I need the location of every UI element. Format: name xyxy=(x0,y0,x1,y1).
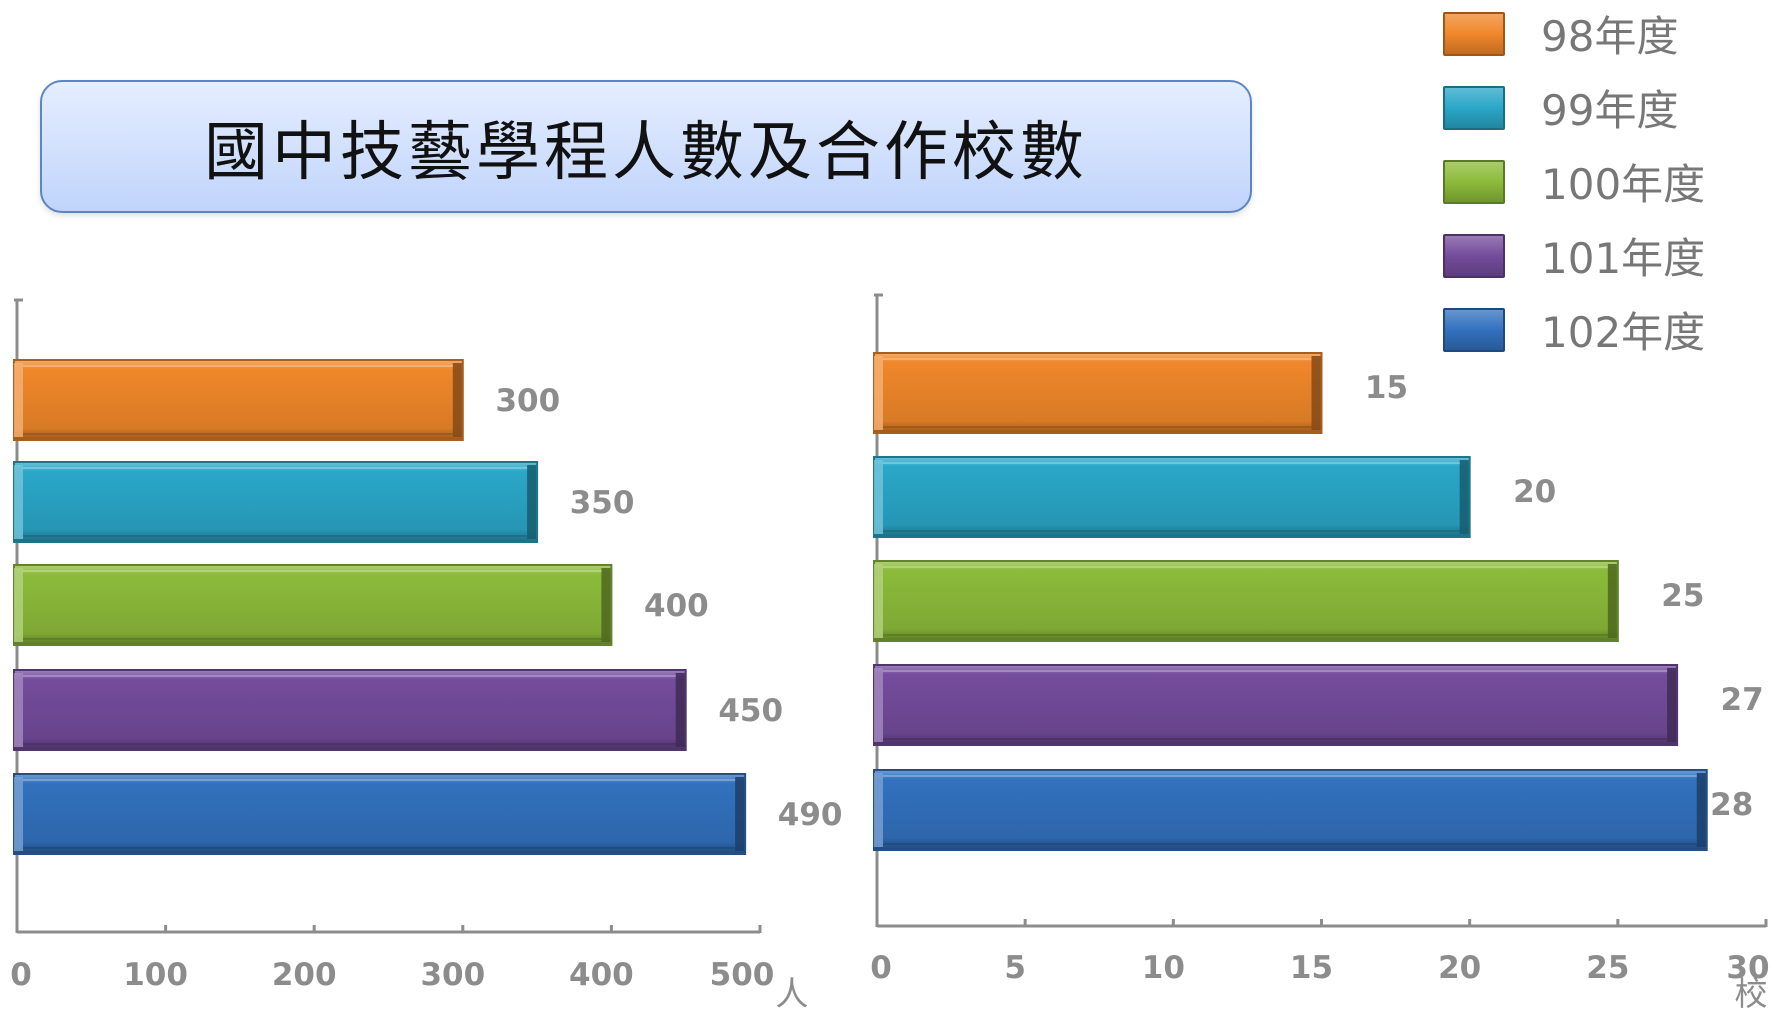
x-tick-label: 0 xyxy=(870,950,892,986)
bar xyxy=(13,669,687,751)
bar xyxy=(873,456,1471,538)
bar-bevel-right xyxy=(1607,564,1617,638)
legend-item: 101年度 xyxy=(1443,230,1771,290)
legend-label: 100年度 xyxy=(1541,160,1706,209)
bar-data-label: 350 xyxy=(570,485,635,521)
bar-bevel-right xyxy=(675,673,685,747)
bar-bevel-right xyxy=(452,363,462,437)
bar-bevel-right xyxy=(1667,668,1677,742)
legend-swatch xyxy=(1443,308,1505,352)
legend-label: 101年度 xyxy=(1541,234,1706,283)
bar xyxy=(873,664,1679,746)
bar-bevel-left xyxy=(14,363,23,437)
bar-data-label: 20 xyxy=(1513,474,1556,510)
legend-swatch xyxy=(1443,86,1505,130)
bar-bevel-left xyxy=(874,356,883,430)
legend-item: 98年度 xyxy=(1443,8,1771,68)
bar xyxy=(13,564,613,646)
legend-swatch xyxy=(1443,12,1505,56)
legend-item: 99年度 xyxy=(1443,82,1771,142)
bar-data-label: 450 xyxy=(718,693,783,729)
bar-bevel-right xyxy=(1311,356,1321,430)
bar xyxy=(13,773,747,855)
bar-bevel-right xyxy=(735,777,745,851)
bar xyxy=(873,769,1708,851)
bar-bevel-right xyxy=(1696,773,1706,847)
x-axis-unit-label: 人 xyxy=(776,974,809,1013)
x-tick-label: 25 xyxy=(1586,950,1629,986)
bar-bevel-right xyxy=(1459,460,1469,534)
bar-bevel-left xyxy=(874,668,883,742)
bar-data-label: 27 xyxy=(1721,682,1764,718)
x-axis-unit-label: 校 xyxy=(1735,974,1768,1013)
legend-swatch xyxy=(1443,160,1505,204)
x-tick-label: 20 xyxy=(1438,950,1481,986)
x-tick-label: 10 xyxy=(1142,950,1185,986)
bar xyxy=(13,359,464,441)
x-tick-label: 400 xyxy=(569,957,634,993)
x-tick-label: 200 xyxy=(272,957,337,993)
legend-label: 102年度 xyxy=(1541,308,1706,357)
legend-item: 100年度 xyxy=(1443,156,1771,216)
bar-data-label: 300 xyxy=(495,383,560,419)
x-tick-label: 0 xyxy=(10,957,32,993)
bar-bevel-right xyxy=(527,465,537,539)
bar-bevel-left xyxy=(874,564,883,638)
x-tick-label: 100 xyxy=(123,957,188,993)
bar-bevel-left xyxy=(14,568,23,642)
chart-title: 國中技藝學程人數及合作校數 xyxy=(204,115,1088,190)
bar-bevel-right xyxy=(601,568,611,642)
bar xyxy=(873,560,1619,642)
x-tick-label: 30 xyxy=(1726,950,1769,986)
bar-data-label: 400 xyxy=(644,588,709,624)
x-tick-label: 15 xyxy=(1290,950,1333,986)
x-tick-label: 5 xyxy=(1004,950,1026,986)
bar-bevel-left xyxy=(14,777,23,851)
bar-data-label: 490 xyxy=(778,797,843,833)
legend-label: 99年度 xyxy=(1541,86,1679,135)
bar-data-label: 15 xyxy=(1365,370,1408,406)
x-tick-label: 500 xyxy=(710,957,775,993)
bar xyxy=(873,352,1323,434)
bar-bevel-left xyxy=(14,673,23,747)
legend-item: 102年度 xyxy=(1443,304,1771,364)
bar-bevel-left xyxy=(14,465,23,539)
bar-bevel-left xyxy=(874,773,883,847)
bar-data-label: 28 xyxy=(1710,787,1753,823)
x-tick-label: 300 xyxy=(420,957,485,993)
legend-label: 98年度 xyxy=(1541,12,1679,61)
bar xyxy=(13,461,539,543)
chart-title-box: 國中技藝學程人數及合作校數 xyxy=(40,80,1252,213)
bar-bevel-left xyxy=(874,460,883,534)
legend-swatch xyxy=(1443,234,1505,278)
bar-data-label: 25 xyxy=(1661,578,1704,614)
